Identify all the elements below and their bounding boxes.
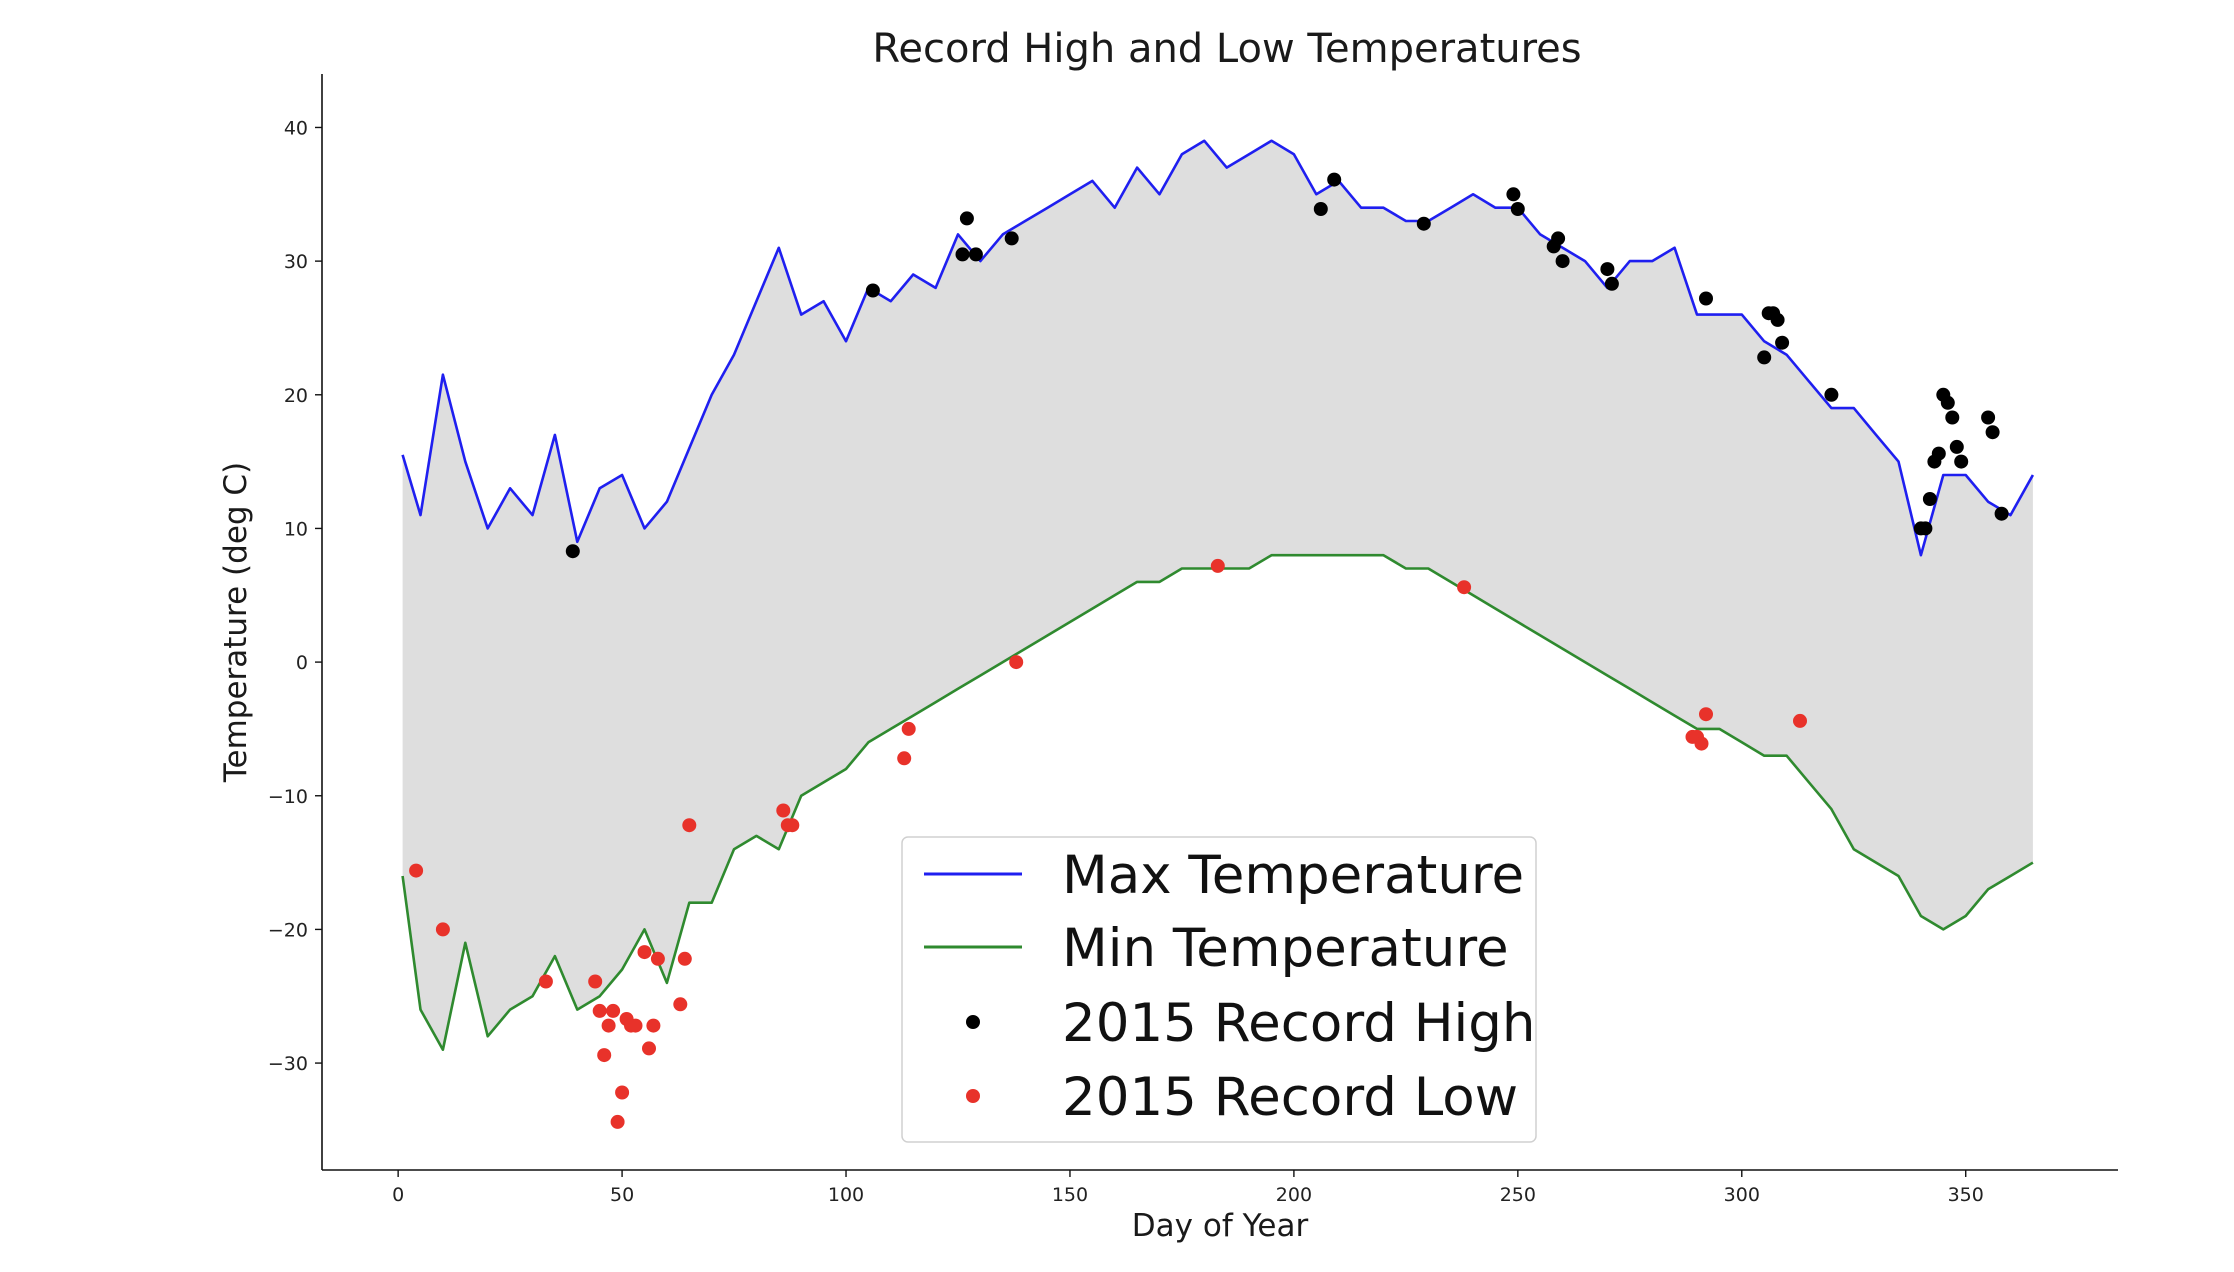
record-high-point	[1770, 312, 1785, 327]
record-high-point	[1506, 187, 1521, 202]
max-temperature-line	[401, 139, 2035, 557]
record-low-point	[1694, 736, 1709, 751]
y-tick-label: 0	[296, 652, 308, 674]
legend: Max Temperature Min Temperature 2015 Rec…	[901, 836, 1537, 1143]
record-low-point	[610, 1114, 625, 1129]
record-high-point	[1981, 410, 1996, 425]
record-high-point	[1327, 172, 1342, 187]
record-low-points	[409, 558, 1807, 1129]
record-high-point	[959, 211, 974, 226]
record-low-point	[682, 818, 697, 833]
record-high-point	[1931, 446, 1946, 461]
record-high-point	[1757, 350, 1772, 365]
x-axis-ticks: 0 50 100 150 200 250 300 350	[392, 1170, 1984, 1206]
record-high-point	[1604, 276, 1619, 291]
record-high-points	[565, 172, 2009, 559]
y-axis-ticks: −30 −20 −10 0 10 20 30 40	[268, 117, 322, 1075]
legend-label-record-low: 2015 Record Low	[1062, 1067, 1518, 1128]
record-high-point	[1922, 492, 1937, 506]
record-low-point	[637, 945, 652, 960]
record-low-point	[601, 1018, 616, 1033]
record-high-point	[1954, 454, 1969, 469]
x-tick-label: 350	[1948, 1184, 1984, 1206]
record-low-point	[897, 751, 912, 766]
y-tick-label: 20	[284, 385, 308, 407]
y-tick-label: 30	[284, 251, 308, 273]
x-axis-label: Day of Year	[1132, 1208, 1309, 1244]
record-low-point	[1699, 707, 1713, 722]
legend-label-min: Min Temperature	[1062, 918, 1509, 979]
record-high-point	[1985, 425, 2000, 440]
record-high-point	[1918, 521, 1933, 536]
y-tick-label: 40	[284, 117, 308, 139]
record-low-point	[606, 1003, 621, 1018]
y-tick-label: −30	[268, 1053, 308, 1075]
x-tick-label: 150	[1052, 1184, 1088, 1206]
record-high-point	[1940, 395, 1955, 410]
record-high-point	[565, 544, 580, 559]
record-low-point	[1793, 713, 1807, 728]
record-high-point	[1555, 254, 1570, 269]
legend-label-record-high: 2015 Record High	[1062, 993, 1536, 1054]
record-high-point	[1775, 335, 1790, 350]
record-low-point	[1457, 580, 1472, 595]
record-high-point	[1600, 262, 1615, 277]
record-high-point	[1994, 506, 2009, 521]
x-tick-label: 200	[1276, 1184, 1312, 1206]
y-tick-label: −10	[268, 786, 308, 808]
record-low-point	[409, 863, 424, 878]
record-high-point	[955, 247, 970, 262]
record-low-point	[615, 1085, 630, 1100]
record-low-point	[1009, 655, 1024, 670]
x-tick-label: 100	[828, 1184, 864, 1206]
record-low-point	[642, 1041, 656, 1056]
legend-box	[901, 836, 1537, 1143]
record-high-point	[1004, 231, 1019, 246]
y-tick-label: −20	[268, 919, 308, 941]
record-low-point	[673, 997, 688, 1012]
record-high-point	[1313, 202, 1328, 216]
record-low-point	[588, 974, 603, 989]
record-low-point	[901, 721, 916, 736]
record-high-point	[1416, 216, 1431, 231]
record-high-point	[1949, 439, 1964, 454]
record-low-point	[628, 1018, 643, 1033]
record-low-point	[538, 974, 553, 989]
record-high-point	[1551, 231, 1566, 246]
record-low-point	[785, 818, 800, 833]
record-high-point	[1945, 410, 1960, 425]
record-high-point	[968, 247, 983, 262]
legend-label-max: Max Temperature	[1062, 845, 1524, 906]
legend-swatch-record-high	[966, 1015, 980, 1029]
x-tick-label: 50	[610, 1184, 634, 1206]
fill-between-area	[402, 140, 2033, 1050]
x-tick-label: 250	[1500, 1184, 1536, 1206]
x-tick-label: 0	[392, 1184, 404, 1206]
record-low-point	[1210, 558, 1225, 573]
record-high-point	[1824, 387, 1839, 402]
record-high-point	[865, 283, 880, 298]
record-high-point	[1699, 291, 1713, 306]
record-low-point	[776, 803, 791, 818]
y-tick-label: 10	[284, 518, 308, 540]
record-low-point	[597, 1048, 612, 1063]
record-low-point	[677, 951, 692, 966]
x-tick-label: 300	[1724, 1184, 1760, 1206]
record-low-point	[650, 951, 665, 966]
y-axis-label: Temperature (deg C)	[218, 462, 254, 783]
record-low-point	[646, 1018, 661, 1033]
record-low-point	[592, 1003, 607, 1018]
record-high-point	[1510, 202, 1525, 216]
legend-swatch-record-low	[966, 1089, 980, 1103]
record-low-point	[435, 922, 450, 937]
chart-title: Record High and Low Temperatures	[872, 26, 1581, 72]
